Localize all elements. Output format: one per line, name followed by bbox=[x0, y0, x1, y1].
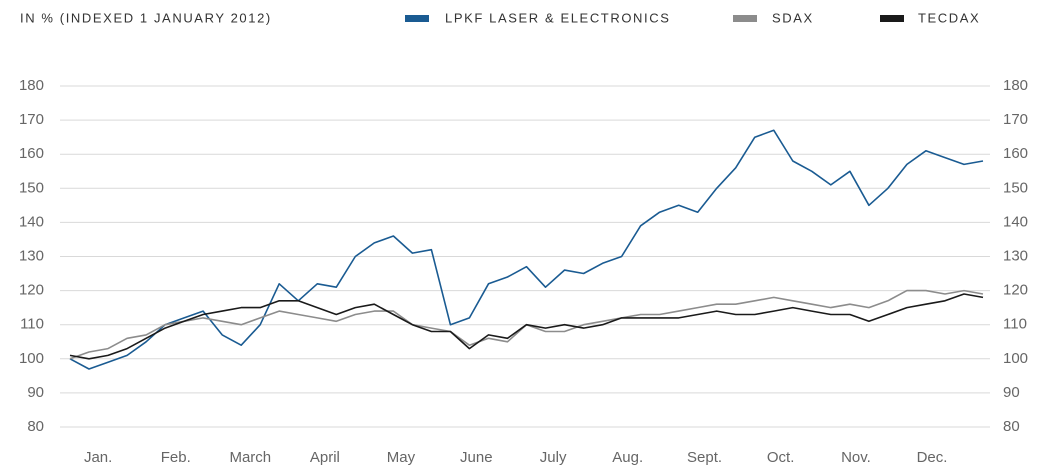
y-tick-label: 180 bbox=[19, 77, 44, 94]
x-tick-label: April bbox=[310, 449, 340, 466]
legend-swatch bbox=[733, 15, 757, 22]
x-tick-label: July bbox=[540, 449, 567, 466]
y-tick-label: 160 bbox=[19, 145, 44, 162]
line bbox=[69, 293, 984, 360]
x-tick-label: Sept. bbox=[687, 449, 722, 466]
y-tick-label: 90 bbox=[27, 384, 44, 401]
y-tick-label: 120 bbox=[19, 282, 44, 299]
y-tick-label: 130 bbox=[19, 247, 44, 264]
y2-tick-label: 110 bbox=[1003, 316, 1027, 333]
y-tick-label: 150 bbox=[19, 179, 44, 196]
y2-tick-label: 120 bbox=[1003, 282, 1028, 299]
y2-tick-label: 160 bbox=[1003, 145, 1028, 162]
line bbox=[69, 129, 984, 370]
y-tick-label: 170 bbox=[19, 111, 44, 128]
y2-tick-label: 140 bbox=[1003, 213, 1028, 230]
legend-label: TECDAX bbox=[918, 10, 980, 25]
x-tick-label: Nov. bbox=[841, 449, 871, 466]
y2-tick-label: 130 bbox=[1003, 247, 1028, 264]
y-tick-label: 80 bbox=[27, 418, 44, 435]
x-tick-label: Oct. bbox=[767, 449, 795, 466]
y-tick-label: 110 bbox=[20, 316, 44, 333]
y-tick-label: 100 bbox=[19, 350, 44, 367]
y2-tick-label: 90 bbox=[1003, 384, 1020, 401]
y2-tick-label: 80 bbox=[1003, 418, 1020, 435]
y2-tick-label: 180 bbox=[1003, 77, 1028, 94]
x-tick-label: Dec. bbox=[917, 449, 948, 466]
legend-swatch bbox=[880, 15, 904, 22]
x-tick-label: June bbox=[460, 449, 493, 466]
legend-label: LPKF LASER & ELECTRONICS bbox=[445, 10, 671, 25]
x-tick-label: May bbox=[387, 449, 416, 466]
y-axis-label: IN % (INDEXED 1 JANUARY 2012) bbox=[20, 10, 272, 25]
legend-label: SDAX bbox=[772, 10, 814, 25]
x-tick-label: March bbox=[229, 449, 271, 466]
x-tick-label: Feb. bbox=[161, 449, 191, 466]
y-tick-label: 140 bbox=[19, 213, 44, 230]
legend-swatch bbox=[405, 15, 429, 22]
y2-tick-label: 170 bbox=[1003, 111, 1028, 128]
y2-tick-label: 100 bbox=[1003, 350, 1028, 367]
x-tick-label: Jan. bbox=[84, 449, 112, 466]
y2-tick-label: 150 bbox=[1003, 179, 1028, 196]
x-tick-label: Aug. bbox=[612, 449, 643, 466]
